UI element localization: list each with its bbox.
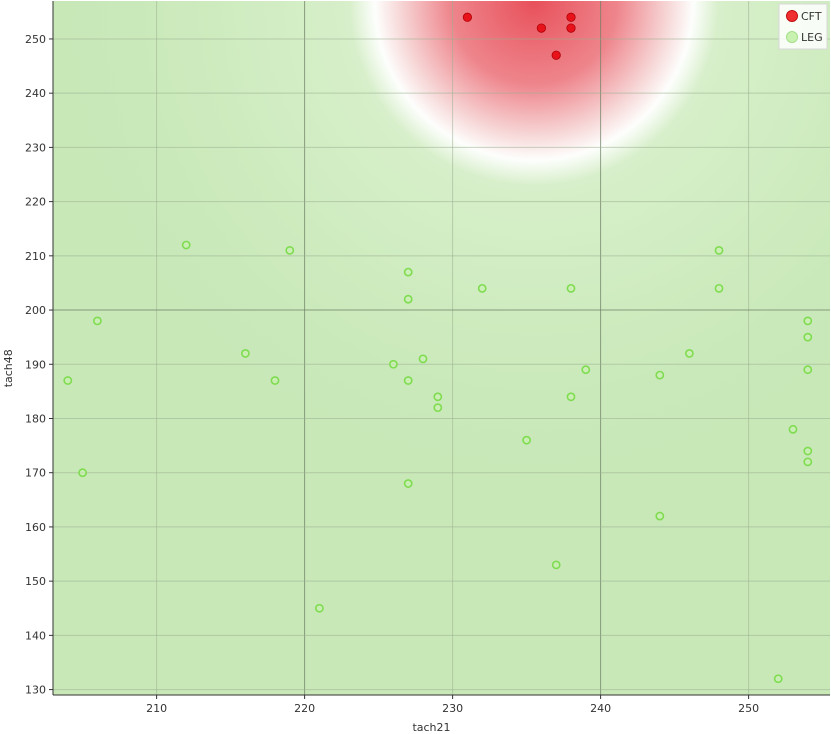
y-tick-label: 160: [25, 521, 46, 534]
axes: [52, 1, 830, 696]
point-leg: [685, 349, 694, 358]
point-leg: [803, 332, 813, 342]
x-tick-labels: 210 220 230 240 250: [146, 695, 759, 715]
point-leg: [551, 560, 561, 570]
point-leg: [522, 435, 531, 445]
legend-item-leg: LEG: [786, 31, 823, 44]
y-tick-label: 250: [25, 33, 46, 46]
point-leg: [477, 283, 487, 293]
y-tick-label: 230: [25, 141, 46, 154]
point-leg: [655, 511, 665, 521]
y-tick-labels: 130 140 150 160 170 180 190 200 210 220 230 240 250: [25, 33, 53, 697]
point-cft: [566, 12, 576, 22]
y-tick-label: 140: [25, 629, 46, 642]
x-axis-label: tach21: [412, 721, 450, 734]
legend-label-cft: CFT: [801, 10, 822, 23]
y-tick-label: 240: [25, 87, 46, 100]
point-cft: [462, 12, 472, 22]
point-cft: [566, 23, 576, 33]
data-points: [63, 12, 813, 684]
point-leg: [803, 457, 813, 467]
series-leg: [63, 240, 813, 684]
point-leg: [418, 354, 428, 364]
grid-lines: [53, 1, 830, 695]
y-tick-label: 210: [25, 250, 46, 263]
point-leg: [566, 283, 576, 293]
point-leg: [788, 424, 798, 434]
series-cft: [462, 12, 576, 60]
point-leg: [403, 267, 413, 277]
point-leg: [181, 240, 191, 250]
point-leg: [714, 246, 724, 255]
point-leg: [773, 674, 783, 684]
point-leg: [403, 294, 413, 304]
y-tick-label: 170: [25, 467, 46, 480]
y-tick-label: 150: [25, 575, 46, 588]
x-tick-label: 240: [590, 702, 611, 715]
legend-marker-cft: [786, 10, 798, 22]
point-leg: [270, 376, 280, 385]
point-leg: [566, 392, 576, 402]
point-leg: [403, 376, 413, 385]
y-tick-label: 190: [25, 358, 46, 371]
point-leg: [314, 603, 324, 613]
point-leg: [240, 349, 250, 358]
x-tick-label: 250: [738, 702, 759, 715]
point-leg: [433, 403, 443, 413]
plot-background: [53, 1, 830, 695]
point-leg: [581, 365, 591, 375]
point-leg: [63, 376, 73, 385]
point-leg: [285, 246, 295, 255]
x-tick-label: 230: [442, 702, 463, 715]
point-leg: [403, 479, 413, 488]
point-leg: [93, 316, 102, 326]
legend: CFT LEG: [778, 3, 828, 50]
y-axis-label: tach48: [2, 349, 15, 387]
point-leg: [655, 370, 665, 380]
point-leg: [803, 446, 813, 456]
y-tick-label: 180: [25, 412, 46, 425]
y-tick-label: 200: [25, 304, 46, 317]
legend-item-cft: CFT: [786, 10, 822, 23]
point-cft: [536, 23, 547, 33]
point-leg: [78, 468, 87, 478]
point-leg: [803, 365, 813, 375]
y-tick-label: 220: [25, 196, 46, 209]
point-leg: [433, 392, 443, 402]
legend-marker-leg: [786, 31, 798, 43]
point-leg: [714, 283, 724, 293]
legend-label-leg: LEG: [801, 31, 823, 44]
point-leg: [388, 359, 398, 369]
point-leg: [803, 316, 813, 326]
legend-box: [778, 3, 828, 50]
x-tick-label: 210: [146, 702, 167, 715]
y-tick-label: 130: [25, 684, 46, 697]
point-cft: [551, 50, 561, 60]
x-tick-label: 220: [294, 702, 315, 715]
